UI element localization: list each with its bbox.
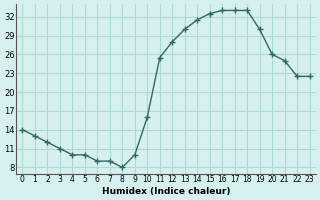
X-axis label: Humidex (Indice chaleur): Humidex (Indice chaleur): [102, 187, 230, 196]
